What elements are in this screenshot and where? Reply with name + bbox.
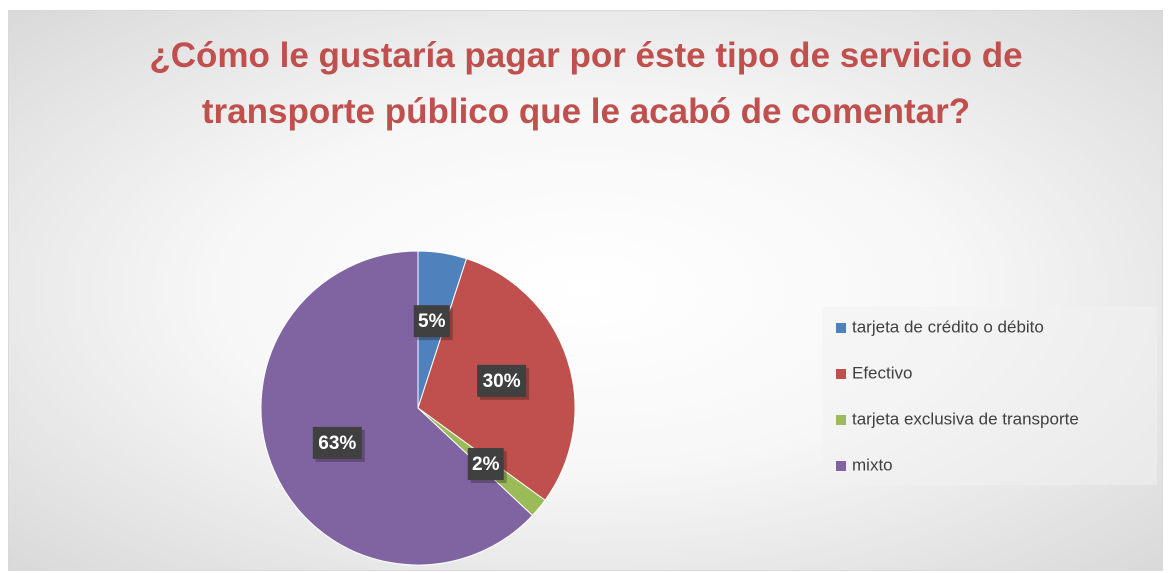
data-label-box	[467, 448, 504, 481]
legend-label: mixto	[852, 455, 893, 474]
data-label-box	[413, 305, 450, 338]
data-label: 63%	[318, 433, 356, 454]
legend-swatch	[836, 415, 846, 425]
data-label: 30%	[483, 371, 521, 392]
legend-swatch	[836, 461, 846, 471]
data-label-box	[312, 426, 362, 459]
legend-swatch	[836, 323, 846, 333]
legend-box	[822, 307, 1157, 485]
data-label: 5%	[418, 311, 446, 332]
legend-label: tarjeta de crédito o débito	[852, 317, 1044, 336]
legend-swatch	[836, 369, 846, 379]
data-label-box	[477, 364, 527, 397]
pie-slice	[260, 250, 534, 566]
legend-label: tarjeta exclusiva de transporte	[852, 409, 1079, 428]
chart-title: ¿Cómo le gustaría pagar por éste tipo de…	[149, 36, 1023, 131]
legend-label: Efectivo	[852, 363, 912, 382]
data-label: 2%	[472, 454, 500, 475]
